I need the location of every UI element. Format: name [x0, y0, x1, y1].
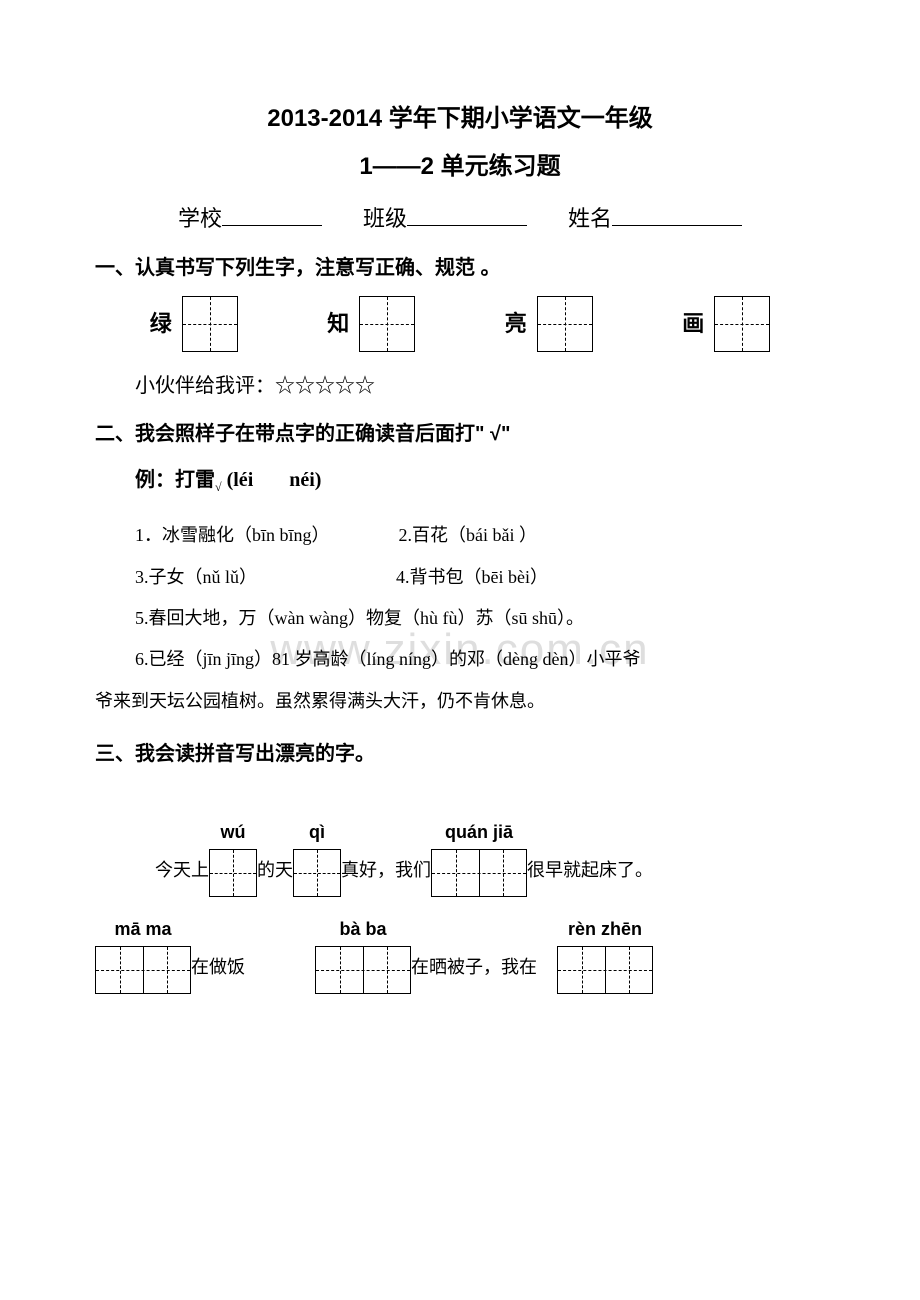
page-content: 2013-2014 学年下期小学语文一年级 1——2 单元练习题 学校 班级 姓…: [95, 100, 825, 994]
name-label: 姓名: [568, 206, 612, 231]
fill-row-2: mā ma 在做饭 bà ba 在晒被子，我在 rèn zhēn: [95, 915, 825, 994]
tian-grid: [359, 296, 415, 352]
fill-text: 在晒被子，我在: [411, 953, 537, 994]
tian-grid: [182, 296, 238, 352]
question-line: 1．冰雪融化（bīn bīng） 2.百花（bái bǎi ）: [135, 515, 825, 556]
pinyin-box: rèn zhēn: [557, 915, 653, 994]
fill-text: 真好，我们: [341, 856, 431, 897]
fill-text: 很早就起床了。: [527, 856, 653, 897]
question-line: 6.已经（jīn jīng）81 岁高龄（líng níng）的邓（dèng d…: [135, 639, 825, 680]
title-line-2: 1——2 单元练习题: [95, 148, 825, 186]
char-item: 知: [327, 296, 415, 352]
char-label: 亮: [505, 306, 527, 341]
question-line: 3.子女（nǔ lǔ） 4.背书包（bēi bèi）: [135, 557, 825, 598]
tian-grid: [714, 296, 770, 352]
char-label: 绿: [150, 306, 172, 341]
class-label: 班级: [363, 206, 407, 231]
name-blank: [612, 225, 742, 226]
q1a: 1．冰雪融化（bīn bīng）: [135, 525, 330, 545]
pinyin-label: wú: [221, 818, 246, 847]
student-info-line: 学校 班级 姓名: [95, 201, 825, 236]
double-tian-grid: [431, 849, 527, 897]
char-label: 画: [682, 306, 704, 341]
pinyin-box: quán jiā: [431, 818, 527, 897]
school-blank: [222, 225, 322, 226]
section-1-heading: 一、认真书写下列生字，注意写正确、规范 。: [95, 252, 825, 284]
example-post: (léi: [222, 469, 254, 491]
check-icon: √: [215, 480, 222, 494]
pinyin-label: mā ma: [114, 915, 171, 944]
double-tian-grid: [95, 946, 191, 994]
char-item: 亮: [505, 296, 593, 352]
double-tian-grid: [557, 946, 653, 994]
char-item: 绿: [150, 296, 238, 352]
q1b: 2.百花（bái bǎi ）: [399, 525, 537, 545]
single-tian-grid: [293, 849, 341, 897]
char-item: 画: [682, 296, 770, 352]
pinyin-label: qì: [309, 818, 325, 847]
pinyin-box: qì: [293, 818, 341, 897]
pinyin-box: wú: [209, 818, 257, 897]
pinyin-box: bà ba: [315, 915, 411, 994]
section-3-heading: 三、我会读拼音写出漂亮的字。: [95, 738, 825, 770]
char-label: 知: [327, 306, 349, 341]
example-gap: néi): [289, 469, 321, 491]
title-line-1: 2013-2014 学年下期小学语文一年级: [95, 100, 825, 138]
q2b: 4.背书包（bēi bèi）: [396, 567, 548, 587]
school-label: 学校: [178, 206, 222, 231]
tian-grid: [537, 296, 593, 352]
char-practice-row: 绿 知 亮 画: [95, 296, 825, 352]
fill-text: 的天: [257, 856, 293, 897]
q2a: 3.子女（nǔ lǔ）: [135, 567, 257, 587]
fill-row-1: 今天上 wú 的天 qì 真好，我们 quán jiā 很早就起床了。: [95, 818, 825, 897]
pinyin-label: quán jiā: [445, 818, 513, 847]
example-line: 例：打雷√ (léi néi): [135, 464, 825, 497]
pinyin-label: bà ba: [339, 915, 386, 944]
class-blank: [407, 225, 527, 226]
double-tian-grid: [315, 946, 411, 994]
section-2-heading: 二、我会照样子在带点字的正确读音后面打" √": [95, 418, 825, 450]
pinyin-box: mā ma: [95, 915, 191, 994]
question-line: 5.春回大地，万（wàn wàng）物复（hù fù）苏（sū shū）。: [135, 598, 825, 639]
question-line: 爷来到天坛公园植树。虽然累得满头大汗，仍不肯休息。: [95, 681, 825, 722]
pinyin-label: rèn zhēn: [568, 915, 642, 944]
single-tian-grid: [209, 849, 257, 897]
example-pre: 例：打雷: [135, 469, 215, 491]
fill-text: 在做饭: [191, 953, 245, 994]
fill-text: 今天上: [155, 856, 209, 897]
rating-line: 小伙伴给我评：☆☆☆☆☆: [135, 370, 825, 402]
